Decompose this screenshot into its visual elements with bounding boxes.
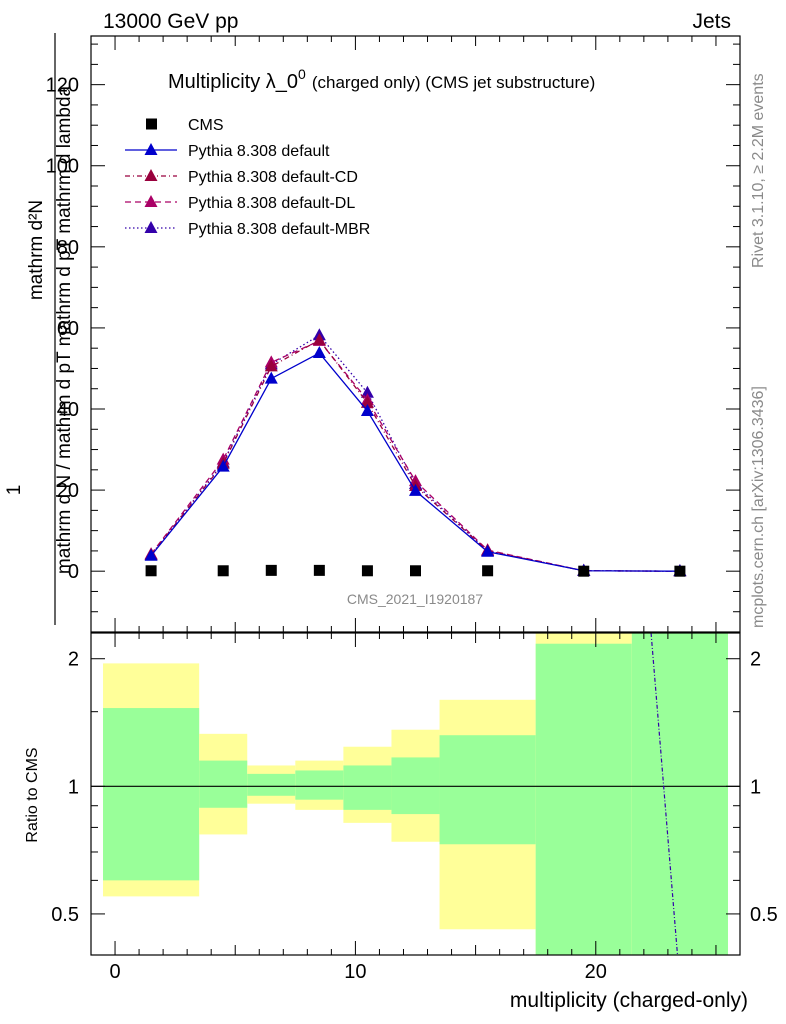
ratio-y-tick-label-right: 1 — [750, 776, 761, 798]
ratio-panel: 0.5 0.5 1 1 2 2 0 10 20 Ratio to CMS multiplici… — [24, 632, 778, 1012]
legend-marker-dashdot — [144, 169, 158, 181]
series-dotted — [144, 328, 687, 577]
main-y-tick-label: 100 — [46, 156, 79, 178]
y-label-denominator: mathrm d N / mathrm d pT mathrm d pT mat… — [54, 85, 75, 574]
rivet-version-text: Rivet 3.1.10, ≥ 2.2M events — [750, 73, 767, 268]
data-point — [145, 565, 157, 577]
analysis-watermark: CMS_2021_I1920187 — [347, 591, 483, 607]
series-point-dashdot — [264, 359, 278, 372]
ratio-inner-band — [103, 708, 200, 881]
series-point-solid — [144, 548, 158, 561]
chart-title: Multiplicity λ_00 (charged only) (CMS jet… — [168, 66, 595, 93]
legend-label: Pythia 8.308 default-MBR — [188, 221, 370, 238]
y-label-one: 1 — [4, 485, 25, 496]
x-axis-label: multiplicity (charged-only) — [510, 989, 748, 1012]
ratio-inner-band — [535, 643, 632, 955]
data-point — [265, 564, 277, 576]
ratio-inner-band — [631, 633, 728, 955]
series-point-solid — [360, 404, 374, 417]
main-panel: 0 20 40 60 80 100 120 Multiplicity λ_00 (charge… — [4, 33, 741, 633]
x-tick-label: 10 — [344, 961, 366, 983]
data-point — [482, 565, 494, 577]
main-y-tick-label: 0 — [68, 561, 79, 583]
series-line-dashdot — [150, 339, 680, 572]
ratio-y-tick-label-right: 2 — [750, 649, 761, 671]
series-dashed — [144, 333, 687, 577]
ratio-inner-band — [439, 735, 536, 845]
legend-label: Pythia 8.308 default — [188, 143, 330, 160]
ratio-y-tick-label-left: 2 — [68, 649, 79, 671]
y-label-numerator: mathrm d²N — [26, 200, 47, 300]
main-y-tick-label: 120 — [46, 75, 79, 97]
ratio-y-label: Ratio to CMS — [24, 747, 41, 842]
x-tick-label: 20 — [585, 961, 607, 983]
legend-marker-dotted — [144, 221, 158, 233]
ratio-frame — [90, 632, 741, 956]
main-y-tick-label: 40 — [57, 399, 79, 421]
ratio-inner-band — [343, 765, 392, 810]
data-point — [313, 564, 325, 576]
series-line-dashed — [150, 340, 680, 572]
data-point — [674, 565, 686, 577]
mcplots-credit-text: mcplots.cern.ch [arXiv:1306.3436] — [750, 386, 767, 628]
legend-marker-solid — [144, 143, 158, 155]
y-axis-label: mathrm d²N 1 mathrm d N / mathrm d pT ma… — [4, 33, 75, 625]
series-point-solid — [264, 371, 278, 384]
data-point — [578, 565, 590, 577]
legend-data-marker — [146, 118, 157, 130]
series-point-solid — [409, 483, 422, 496]
ratio-inner-band — [199, 760, 248, 808]
legend-label: Pythia 8.308 default-DL — [188, 195, 355, 212]
data-point — [217, 565, 229, 577]
ratio-y-tick-label-right: 0.5 — [750, 904, 778, 926]
main-y-tick-label: 20 — [57, 480, 79, 502]
series-solid — [144, 346, 687, 577]
data-point — [361, 565, 373, 577]
ratio-inner-band — [247, 773, 296, 796]
legend-label: Pythia 8.308 default-CD — [188, 169, 358, 186]
main-y-tick-label: 60 — [57, 318, 79, 340]
legend-marker-dashed — [144, 195, 158, 207]
series-line-solid — [150, 352, 680, 572]
header-left: 13000 GeV pp — [103, 10, 238, 33]
ratio-y-tick-label-left: 0.5 — [51, 904, 79, 926]
series-cms-data — [145, 564, 686, 577]
main-frame — [90, 35, 741, 633]
main-y-tick-label: 80 — [57, 237, 79, 259]
series-point-dashdot — [360, 395, 374, 408]
series-point-solid — [481, 544, 495, 557]
series-point-solid — [216, 459, 230, 472]
series-point-dotted — [360, 385, 374, 398]
data-point — [410, 565, 421, 577]
series-point-solid — [312, 346, 326, 359]
ratio-y-tick-label-left: 1 — [68, 776, 79, 798]
legend: CMS Pythia 8.308 default Pythia 8.308 defa… — [125, 117, 370, 238]
x-tick-label: 0 — [109, 961, 120, 983]
series-point-dashdot — [312, 333, 326, 346]
legend-label: CMS — [188, 117, 224, 134]
ratio-inner-band — [295, 770, 344, 800]
header-right: Jets — [692, 10, 731, 33]
